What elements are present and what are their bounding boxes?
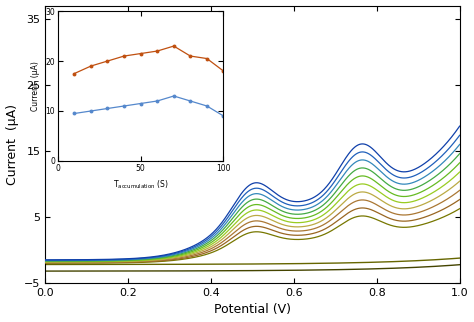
- Y-axis label: Current  (μA): Current (μA): [6, 104, 18, 185]
- X-axis label: Potential (V): Potential (V): [214, 303, 291, 317]
